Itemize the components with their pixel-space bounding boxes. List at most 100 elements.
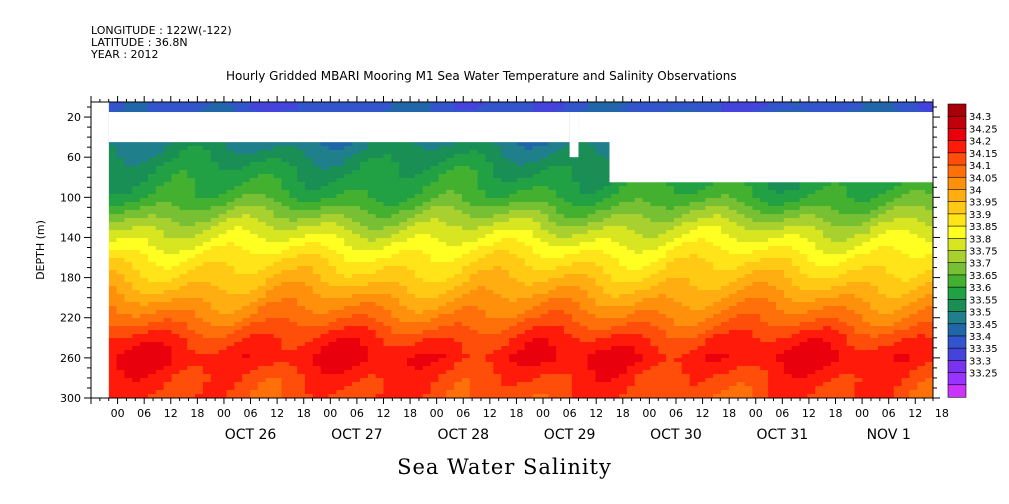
salinity-cell xyxy=(132,262,141,267)
salinity-cell xyxy=(446,366,455,371)
salinity-cell xyxy=(540,102,549,107)
salinity-cell xyxy=(312,294,322,299)
salinity-cell xyxy=(430,362,440,367)
salinity-cell xyxy=(187,142,196,147)
salinity-cell xyxy=(626,322,636,327)
salinity-cell xyxy=(430,162,440,167)
salinity-cell xyxy=(147,214,157,219)
salinity-cell xyxy=(257,102,267,107)
salinity-cell xyxy=(611,222,620,227)
salinity-cell xyxy=(532,386,542,391)
salinity-cell xyxy=(438,346,447,351)
salinity-cell xyxy=(289,150,298,155)
salinity-cell xyxy=(587,238,597,243)
salinity-cell xyxy=(516,318,526,323)
salinity-cell xyxy=(446,318,455,323)
salinity-cell xyxy=(147,302,157,307)
salinity-cell xyxy=(179,170,188,175)
salinity-cell xyxy=(273,142,283,147)
salinity-cell xyxy=(250,306,259,311)
salinity-cell xyxy=(587,206,597,211)
salinity-cell xyxy=(501,366,510,371)
salinity-cell xyxy=(257,230,267,235)
salinity-cell xyxy=(147,146,157,151)
salinity-cell xyxy=(603,230,612,235)
salinity-cell xyxy=(469,198,479,203)
salinity-cell xyxy=(603,378,612,383)
salinity-cell xyxy=(485,314,494,319)
salinity-cell xyxy=(375,146,385,151)
salinity-cell xyxy=(336,334,345,339)
salinity-cell xyxy=(611,190,620,195)
salinity-cell xyxy=(548,154,557,159)
salinity-cell xyxy=(226,310,235,315)
salinity-cell xyxy=(257,254,267,259)
salinity-cell xyxy=(344,382,353,387)
salinity-cell xyxy=(501,218,510,223)
salinity-cell xyxy=(485,150,494,155)
salinity-cell xyxy=(359,102,369,107)
salinity-cell xyxy=(171,230,180,235)
salinity-cell xyxy=(556,150,565,155)
salinity-cell xyxy=(407,394,416,398)
salinity-cell xyxy=(210,170,220,175)
salinity-cell xyxy=(359,322,369,327)
salinity-cell xyxy=(485,298,494,303)
salinity-cell xyxy=(242,338,251,343)
salinity-cell xyxy=(218,366,228,371)
salinity-cell xyxy=(195,270,204,275)
salinity-cell xyxy=(297,294,306,299)
salinity-cell xyxy=(611,298,620,303)
salinity-cell xyxy=(289,202,298,207)
salinity-cell xyxy=(132,302,141,307)
salinity-cell xyxy=(297,194,306,199)
salinity-cell xyxy=(226,362,235,367)
salinity-cell xyxy=(210,146,220,151)
salinity-cell xyxy=(336,254,345,259)
salinity-cell xyxy=(116,230,126,235)
salinity-cell xyxy=(328,298,337,303)
salinity-cell xyxy=(218,194,228,199)
salinity-cell xyxy=(265,346,275,351)
salinity-cell xyxy=(289,298,298,303)
salinity-cell xyxy=(116,358,126,363)
salinity-cell xyxy=(501,174,510,179)
salinity-cell xyxy=(155,334,165,339)
salinity-cell xyxy=(501,362,510,367)
salinity-cell xyxy=(108,286,118,291)
salinity-cell xyxy=(359,154,369,159)
salinity-cell xyxy=(540,174,549,179)
salinity-cell xyxy=(210,102,220,107)
salinity-cell xyxy=(477,378,487,383)
salinity-cell xyxy=(524,386,534,391)
salinity-cell xyxy=(548,326,557,331)
salinity-cell xyxy=(509,382,518,387)
salinity-cell xyxy=(359,230,369,235)
salinity-cell xyxy=(548,302,557,307)
salinity-cell xyxy=(611,242,620,247)
salinity-cell xyxy=(461,378,471,383)
salinity-cell xyxy=(548,218,557,223)
salinity-cell xyxy=(242,374,251,379)
salinity-cell xyxy=(603,102,612,107)
salinity-cell xyxy=(250,302,259,307)
salinity-cell xyxy=(155,258,165,263)
salinity-cell xyxy=(289,142,298,147)
salinity-cell xyxy=(171,314,180,319)
salinity-cell xyxy=(422,302,432,307)
salinity-cell xyxy=(297,174,306,179)
salinity-cell xyxy=(132,190,141,195)
salinity-cell xyxy=(571,342,581,347)
salinity-cell xyxy=(524,246,534,251)
salinity-cell xyxy=(344,242,353,247)
salinity-cell xyxy=(289,370,298,375)
salinity-cell xyxy=(210,266,220,271)
salinity-cell xyxy=(438,254,447,259)
salinity-cell xyxy=(587,382,597,387)
salinity-cell xyxy=(147,158,157,163)
salinity-cell xyxy=(242,394,251,398)
salinity-cell xyxy=(234,382,243,387)
salinity-cell xyxy=(548,206,557,211)
salinity-cell xyxy=(501,370,510,375)
salinity-cell xyxy=(446,290,455,295)
